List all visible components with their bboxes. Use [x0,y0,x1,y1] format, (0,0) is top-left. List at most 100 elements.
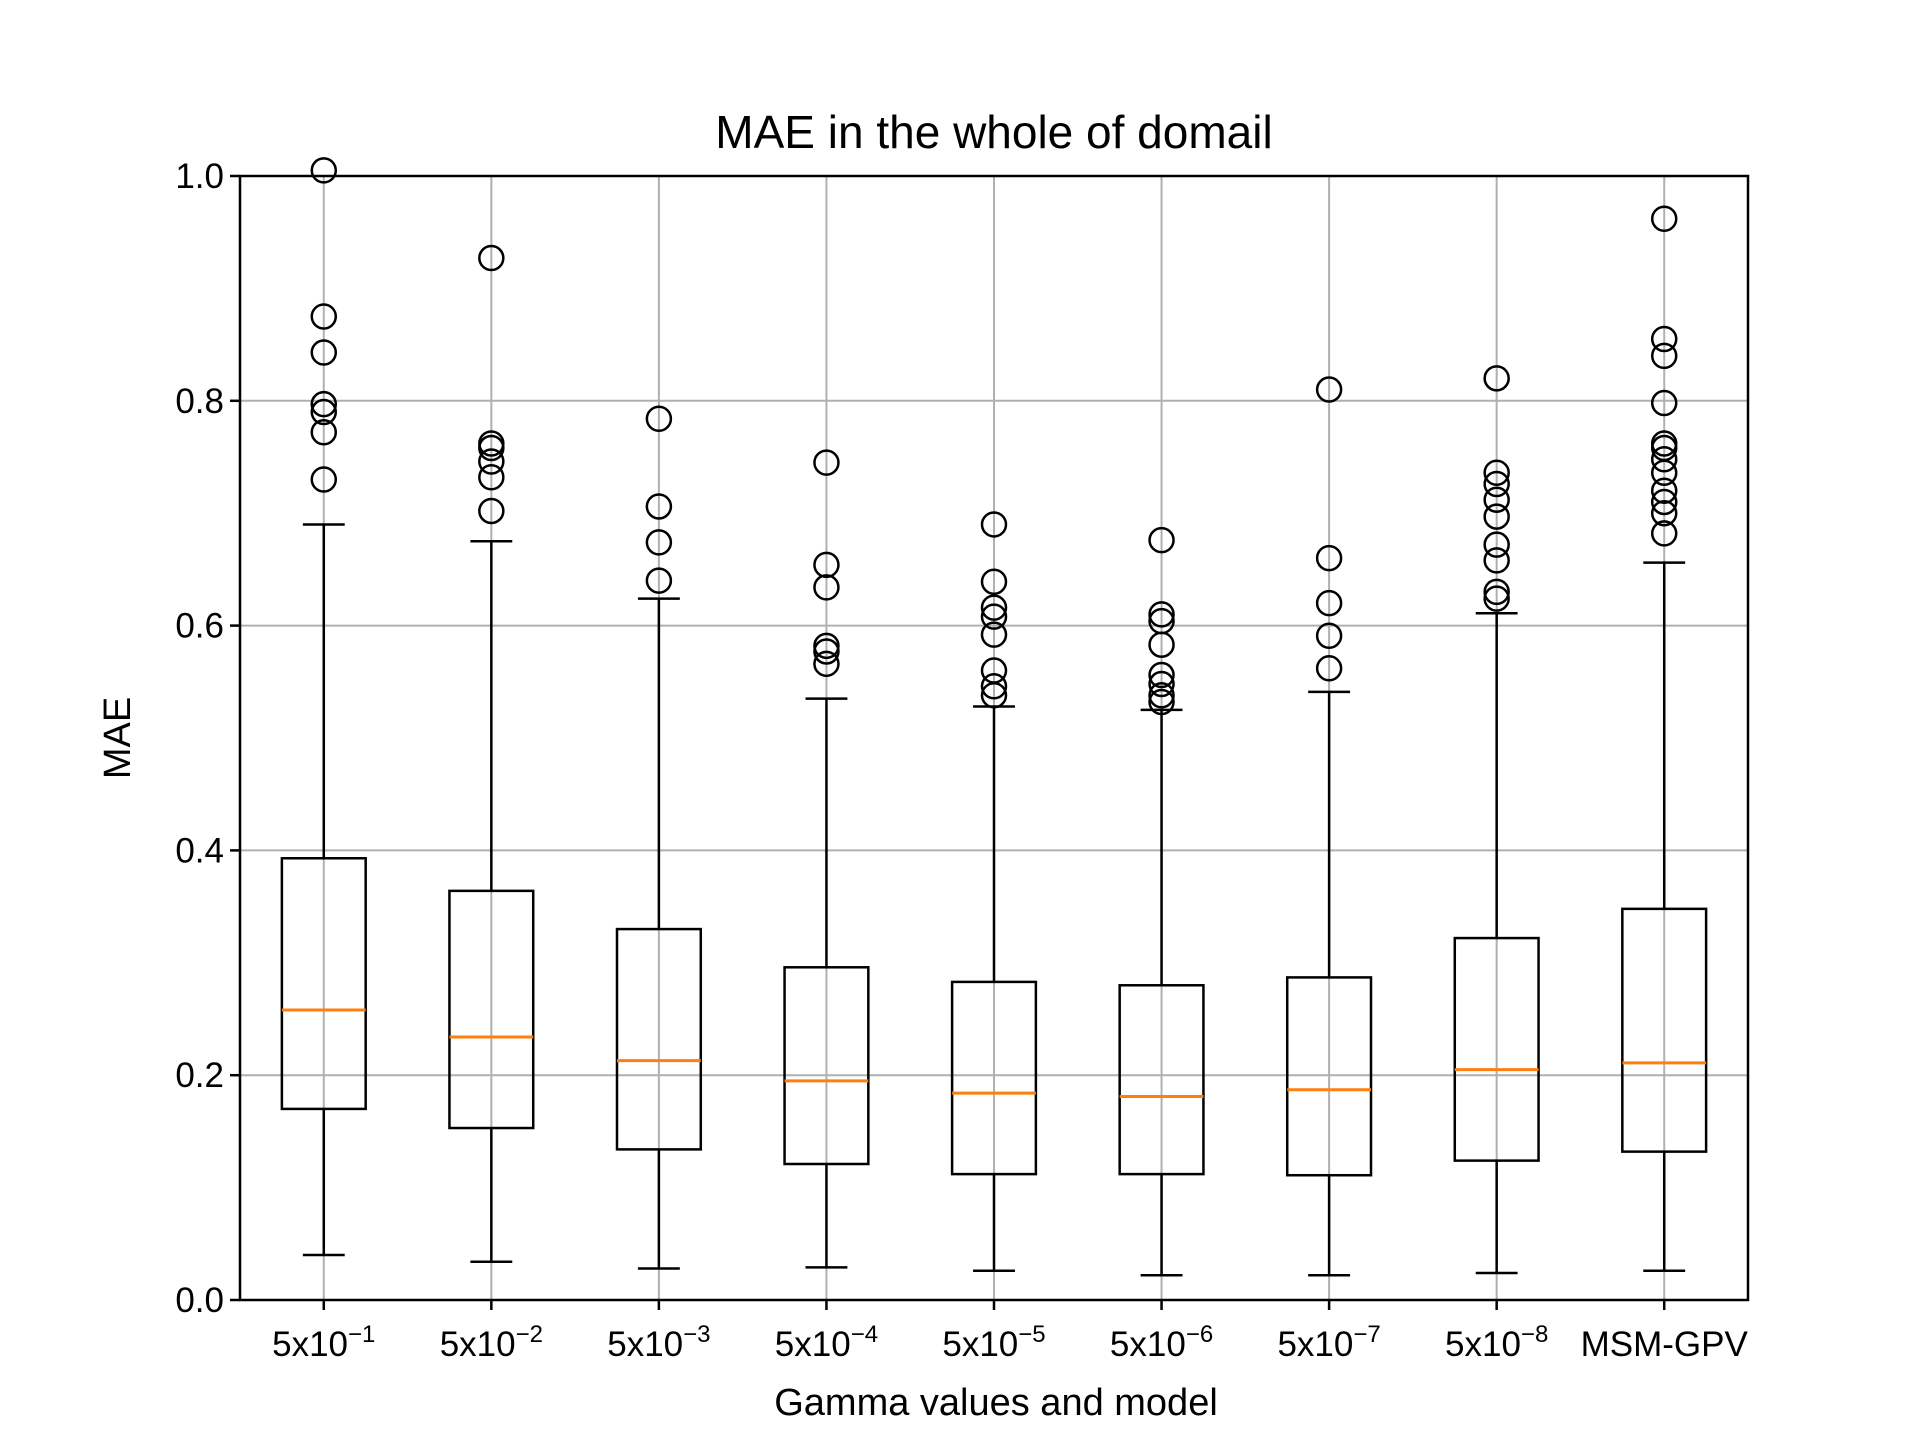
outlier-point [1315,622,1343,649]
outlier-point [1483,365,1510,392]
outlier-point [980,511,1008,538]
outlier-point [980,673,1008,700]
iqr-box [1285,976,1373,1177]
outlier-point [813,551,840,579]
box-group [1621,205,1708,1273]
x-tick-label-base: 5x10 [942,1325,1018,1364]
iqr-box [783,966,870,1166]
outlier-point [813,638,840,665]
y-tick-label: 0.4 [175,831,224,870]
iqr-box [615,927,703,1151]
x-tick-label-base: 5x10 [272,1325,348,1364]
box-group [1453,365,1540,1275]
y-tick-label: 0.0 [175,1281,224,1320]
outlier-point [1483,531,1510,558]
x-tick-label: 5x10−7 [1277,1321,1380,1364]
iqr-box [1118,984,1205,1176]
outlier-point [478,430,505,457]
outlier-point [310,390,338,418]
outlier-point [645,493,673,520]
outlier-point [1483,547,1510,574]
chart-title: MAE in the whole of domail [715,106,1272,158]
outlier-point [645,529,673,556]
x-tick-label-exponent: −6 [1186,1321,1213,1348]
x-tick-label-exponent: −5 [1018,1321,1045,1348]
outlier-point [1650,445,1678,473]
outlier-point [980,657,1008,684]
outlier-point [1148,682,1175,709]
outlier-point [1483,486,1510,513]
outlier-point [1483,585,1510,612]
outlier-point [1650,520,1678,547]
outlier-point [980,603,1008,630]
x-tick-label: 5x10−1 [272,1321,375,1364]
iqr-box [1621,907,1708,1153]
outlier-point [1650,477,1678,504]
outlier-point [478,463,505,491]
x-tick-label-base: 5x10 [1110,1325,1186,1364]
y-tick-label: 0.8 [175,382,224,421]
x-tick-label-base: 5x10 [1445,1325,1521,1364]
box-group [1118,526,1205,1277]
outlier-point [478,448,505,475]
box-group [1285,376,1373,1277]
outlier-point [645,405,673,433]
outlier-point [478,244,505,272]
outlier-point [645,567,673,594]
outlier-point [980,594,1008,621]
box-group [280,157,367,1257]
y-tick-label: 0.6 [175,607,224,646]
box-group [783,449,870,1269]
outlier-point [1148,661,1175,689]
x-tick-label-base: 5x10 [1277,1325,1353,1364]
outlier-point [310,157,338,184]
y-axis-label: MAE [97,697,139,779]
x-tick-label: 5x10−4 [775,1321,878,1364]
outlier-point [1148,670,1175,698]
x-tick-label: 5x10−6 [1110,1321,1213,1364]
x-tick-label: 5x10−8 [1445,1321,1548,1364]
outlier-point [1650,389,1678,417]
x-tick-label-exponent: −7 [1353,1321,1380,1348]
x-tick-label-exponent: −1 [348,1321,375,1348]
outlier-point [1650,325,1678,353]
iqr-box [280,857,367,1111]
outlier-point [813,632,840,660]
x-tick-label: 5x10−2 [440,1321,543,1364]
box-group [950,511,1038,1273]
iqr-box [1453,936,1540,1162]
outlier-point [1315,655,1343,682]
outlier-point [310,339,338,366]
outlier-point [478,497,505,525]
box-group [448,244,535,1264]
outlier-point [1650,499,1678,527]
outlier-point [1148,607,1175,635]
x-tick-label-exponent: −2 [516,1321,543,1348]
outlier-point [1315,589,1343,617]
x-tick-label-exponent: −3 [683,1321,710,1348]
x-tick-label-exponent: −8 [1521,1321,1548,1348]
outlier-point [310,419,338,446]
x-tick-label-base: 5x10 [607,1325,683,1364]
outlier-point [980,621,1008,648]
x-tick-label-base: 5x10 [440,1325,516,1364]
outlier-point [1650,205,1678,232]
outlier-point [310,398,338,426]
outlier-point [1148,526,1175,554]
outlier-point [1315,376,1343,403]
x-tick-label: MSM-GPV [1581,1325,1749,1364]
x-tick-label-base: 5x10 [775,1325,851,1364]
x-tick-label: 5x10−5 [942,1321,1045,1364]
box-group [615,405,703,1270]
outlier-point [1650,488,1678,516]
iqr-box [950,980,1038,1176]
outlier-point [813,449,840,476]
outlier-point [1483,578,1510,606]
outlier-point [1483,503,1510,530]
outlier-point [1650,430,1678,457]
outlier-point [1315,544,1343,572]
outlier-point [1650,342,1678,370]
